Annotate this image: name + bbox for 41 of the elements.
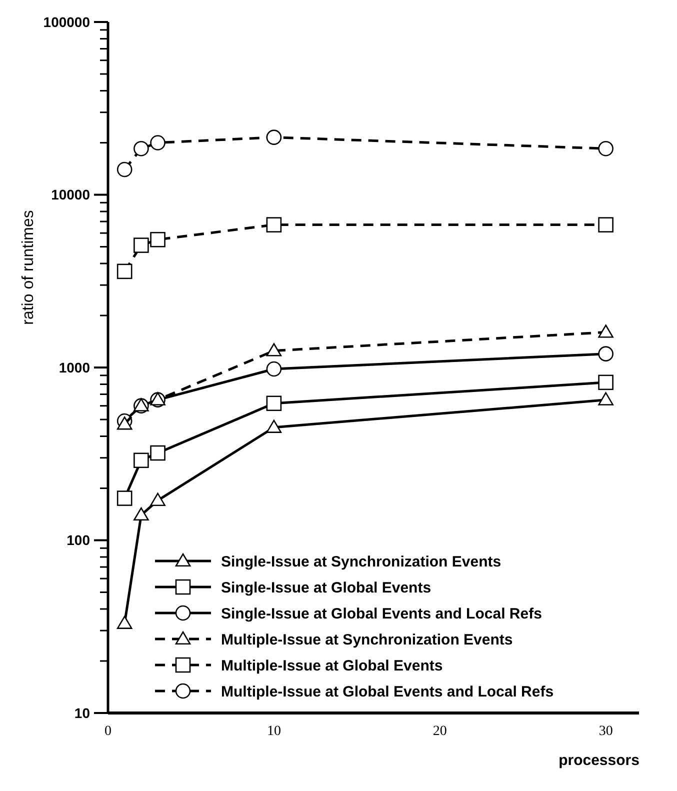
point [598,324,614,338]
x-axis-title: processors [558,752,640,769]
point [116,264,132,280]
point [266,343,282,356]
point [134,507,149,521]
point [116,162,132,178]
point [266,130,282,145]
point [150,232,166,248]
point [598,392,614,406]
y-axis-title: ratio of runtimes [20,210,37,325]
point [150,445,166,461]
point [598,346,614,362]
x-tick-label: 10 [266,724,281,739]
legend-label: Single-Issue at Global Events and Local Refs [221,605,542,622]
point [134,238,149,253]
point [134,140,149,156]
point [150,492,166,506]
y-tick-label: 1000 [58,359,90,376]
legend-label: Multiple-Issue at Global Events and Local Refs [221,683,554,700]
x-tick-label: 20 [432,724,447,739]
point [116,416,132,430]
point [598,217,614,232]
legend-label: Multiple-Issue at Synchronization Events [221,631,513,648]
point [150,135,166,150]
point [266,361,282,377]
point [266,396,282,412]
y-tick-label: 100 [66,532,90,548]
point [134,452,149,468]
point [116,490,132,506]
legend-label: Single-Issue at Synchronization Events [221,553,502,570]
y-tick-label: 100000 [43,14,90,30]
legend-label: Single-Issue at Global Events [221,579,432,596]
point [598,374,614,390]
y-tick-label: 10 [74,704,90,721]
point [266,217,282,232]
point [266,420,282,433]
legend-label: Multiple-Issue at Global Events [221,657,443,674]
point [116,616,132,629]
x-tick-label: 0 [104,724,112,739]
x-tick-label: 30 [598,724,613,739]
y-tick-label: 10000 [51,186,90,203]
